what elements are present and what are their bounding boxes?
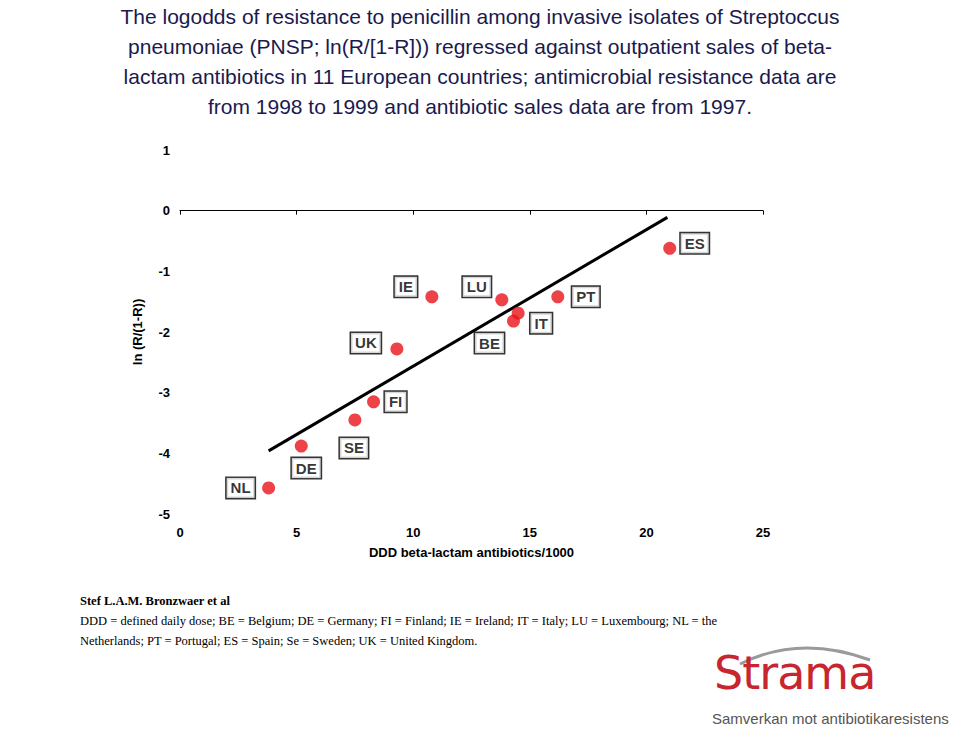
svg-text:0: 0 (163, 203, 170, 218)
svg-text:10: 10 (406, 525, 420, 540)
svg-text:ln (R/(1-R)): ln (R/(1-R)) (130, 299, 145, 365)
svg-text:DE: DE (296, 460, 317, 477)
svg-text:20: 20 (639, 525, 653, 540)
svg-text:IT: IT (534, 315, 547, 332)
svg-text:-1: -1 (158, 264, 170, 279)
svg-text:-3: -3 (158, 385, 170, 400)
svg-text:1: 1 (163, 143, 170, 158)
svg-text:IE: IE (399, 278, 413, 295)
svg-text:NL: NL (231, 479, 251, 496)
svg-text:FI: FI (389, 393, 402, 410)
html-text:pneumoniae (PNSP; ln(R/[1-R])): pneumoniae (PNSP; ln(R/[1-R])) regressed… (128, 35, 832, 58)
svg-text:ES: ES (685, 235, 705, 252)
svg-text:25: 25 (756, 525, 770, 540)
svg-text:UK: UK (355, 334, 377, 351)
svg-text:15: 15 (523, 525, 537, 540)
svg-text:-2: -2 (158, 325, 170, 340)
svg-text:5: 5 (293, 525, 300, 540)
svg-text:-4: -4 (158, 446, 170, 461)
svg-text:DDD beta-lactam antibiotics/10: DDD beta-lactam antibiotics/1000 (369, 545, 574, 560)
html-text:The logodds of resistance to p: The logodds of resistance to penicillin … (120, 5, 840, 28)
svg-text:-5: -5 (158, 507, 170, 522)
html-text:from 1998 to 1999 and antibiot: from 1998 to 1999 and antibiotic sales d… (208, 95, 752, 118)
svg-text:0: 0 (176, 525, 183, 540)
html-text:Samverkan mot antibiotikaresis: Samverkan mot antibiotikaresistens (712, 710, 949, 727)
html-text:Stef L.A.M. Bronzwaer et al: Stef L.A.M. Bronzwaer et al (80, 594, 230, 608)
html-text:DDD = defined daily dose; BE =: DDD = defined daily dose; BE = Belgium; … (80, 614, 717, 628)
svg-text:LU: LU (467, 278, 487, 295)
svg-text:PT: PT (576, 288, 595, 305)
svg-text:SE: SE (344, 439, 364, 456)
html-text:Netherlands; PT = Portugal; ES: Netherlands; PT = Portugal; ES = Spain; … (80, 634, 478, 648)
svg-text:BE: BE (479, 335, 500, 352)
html-text:Strama: Strama (714, 646, 876, 700)
html-text:lactam antibiotics in 11 Europ: lactam antibiotics in 11 European countr… (123, 65, 837, 88)
